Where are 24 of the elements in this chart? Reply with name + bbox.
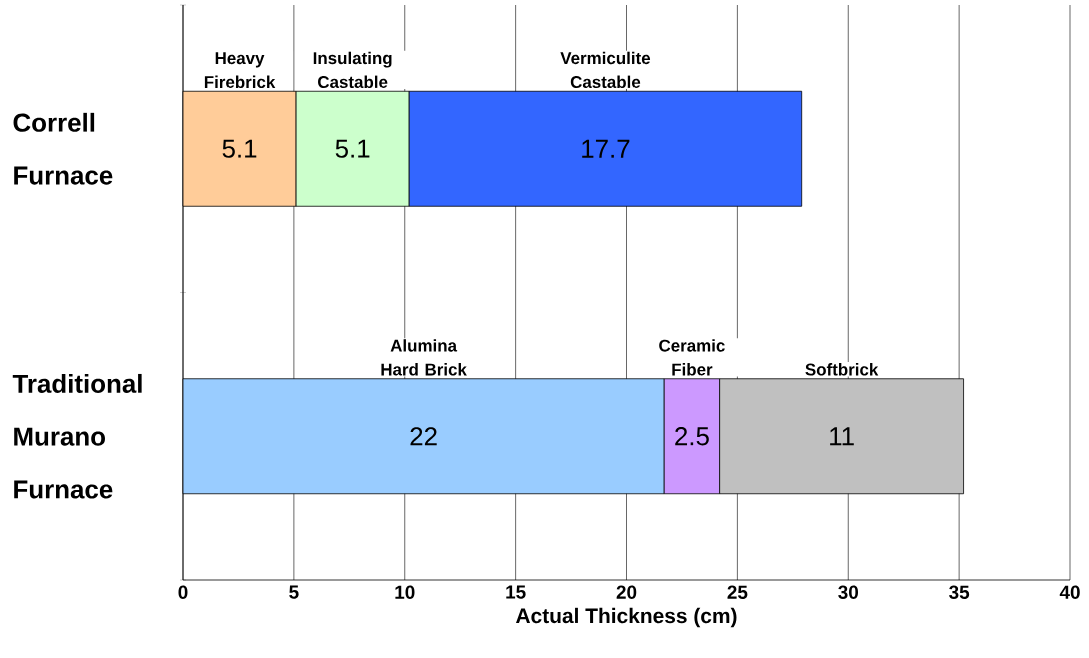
x-tick-label: 35: [949, 585, 970, 599]
x-tick-label: 25: [727, 585, 748, 599]
series-label: Vermiculite Castable: [560, 51, 651, 89]
data-label: 11: [830, 427, 854, 446]
data-label: 5.1: [222, 139, 257, 158]
series-label: Heavy Firebrick: [204, 52, 276, 89]
x-tick-label: 0: [178, 585, 188, 599]
series-label: Alumina Hard Brick: [381, 339, 467, 376]
category-label: Correll Furnace: [13, 112, 113, 185]
x-tick-label: 15: [506, 585, 526, 599]
x-tick-label: 20: [616, 585, 637, 599]
x-tick-label: 5: [289, 585, 299, 599]
x-axis-title: Actual Thickness (cm): [515, 607, 737, 628]
x-tick-label: 40: [1059, 585, 1080, 599]
data-label: 5.1: [335, 139, 370, 158]
category-label: Traditional Murano Furnace: [12, 373, 142, 499]
data-label: 17.7: [582, 139, 630, 158]
series-label: Insulating Castable: [313, 51, 392, 89]
x-tick-label: 30: [838, 585, 859, 599]
series-label: Softbrick: [805, 363, 879, 376]
series-label: Ceramic Fiber: [659, 339, 725, 376]
data-label: 22: [410, 427, 437, 446]
data-label: 2.5: [675, 427, 709, 446]
x-tick-label: 10: [395, 585, 415, 599]
